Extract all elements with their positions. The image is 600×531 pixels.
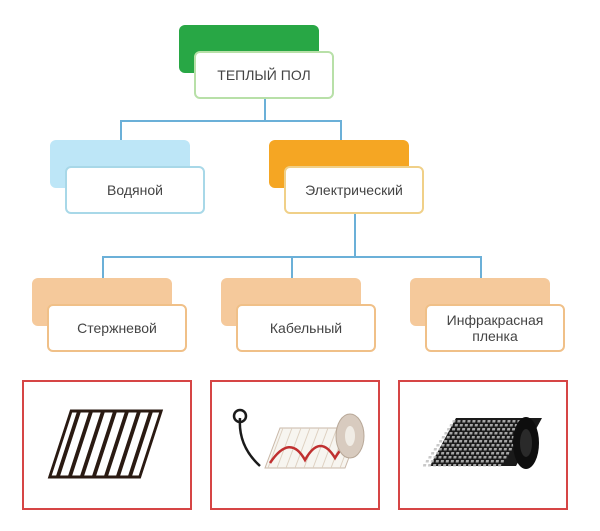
connector	[120, 120, 342, 122]
node-rod-label: Стержневой	[47, 304, 187, 352]
rod-heating-icon	[37, 393, 177, 498]
cable-mat-icon	[220, 388, 370, 503]
node-water-label: Водяной	[65, 166, 205, 214]
infrared-image-frame	[398, 380, 568, 510]
connector	[340, 120, 342, 142]
infrared-film-icon	[408, 388, 558, 503]
connector	[264, 99, 266, 121]
connector	[354, 214, 356, 258]
cable-image-frame	[210, 380, 380, 510]
rod-image-frame	[22, 380, 192, 510]
node-electric-label: Электрический	[284, 166, 424, 214]
root-label: ТЕПЛЫЙ ПОЛ	[194, 51, 334, 99]
connector	[291, 256, 293, 280]
connector	[120, 120, 122, 142]
node-infrared-label: Инфракрасная пленка	[425, 304, 565, 352]
node-cable-label: Кабельный	[236, 304, 376, 352]
connector	[480, 256, 482, 280]
connector	[102, 256, 104, 280]
